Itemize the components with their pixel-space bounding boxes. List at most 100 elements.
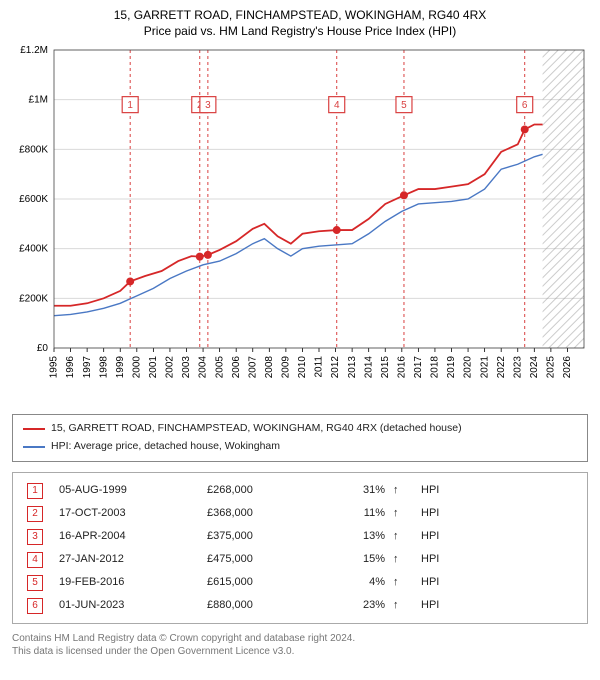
svg-text:2019: 2019: [446, 356, 457, 379]
row-pct: 4%: [321, 571, 389, 594]
row-hpi-label: HPI: [417, 571, 577, 594]
svg-text:2008: 2008: [264, 356, 275, 379]
svg-text:2012: 2012: [330, 356, 341, 379]
svg-text:2025: 2025: [546, 356, 557, 379]
legend: 15, GARRETT ROAD, FINCHAMPSTEAD, WOKINGH…: [12, 414, 588, 462]
svg-text:2016: 2016: [396, 356, 407, 379]
row-pct: 23%: [321, 594, 389, 617]
svg-text:£1M: £1M: [29, 95, 48, 106]
footer-line2: This data is licensed under the Open Gov…: [12, 645, 588, 659]
row-hpi-label: HPI: [417, 525, 577, 548]
footer: Contains HM Land Registry data © Crown c…: [12, 632, 588, 659]
row-hpi-label: HPI: [417, 548, 577, 571]
legend-item: 15, GARRETT ROAD, FINCHAMPSTEAD, WOKINGH…: [23, 421, 577, 437]
row-index-badge: 1: [27, 483, 43, 499]
row-price: £368,000: [203, 502, 321, 525]
svg-text:2017: 2017: [413, 356, 424, 379]
table-row: 5 19-FEB-2016£615,0004%↑HPI: [23, 571, 577, 594]
svg-text:£400K: £400K: [19, 244, 48, 255]
legend-label: 15, GARRETT ROAD, FINCHAMPSTEAD, WOKINGH…: [51, 421, 462, 437]
title-sub: Price paid vs. HM Land Registry's House …: [12, 24, 588, 38]
svg-text:1999: 1999: [115, 356, 126, 379]
transactions-box: 105-AUG-1999£268,00031%↑HPI217-OCT-2003£…: [12, 472, 588, 624]
row-pct: 11%: [321, 502, 389, 525]
arrow-up-icon: ↑: [389, 479, 417, 502]
svg-text:2021: 2021: [479, 356, 490, 379]
row-index-badge: 5: [27, 575, 43, 591]
svg-text:1998: 1998: [98, 356, 109, 379]
row-index-badge: 3: [27, 529, 43, 545]
svg-text:2004: 2004: [198, 356, 209, 379]
row-date: 17-OCT-2003: [55, 502, 203, 525]
svg-text:2014: 2014: [363, 356, 374, 379]
row-price: £615,000: [203, 571, 321, 594]
row-pct: 31%: [321, 479, 389, 502]
svg-text:2018: 2018: [430, 356, 441, 379]
row-price: £475,000: [203, 548, 321, 571]
svg-text:2026: 2026: [562, 356, 573, 379]
table-row: 2 17-OCT-2003£368,00011%↑HPI: [23, 502, 577, 525]
row-index-badge: 6: [27, 598, 43, 614]
svg-text:5: 5: [401, 100, 407, 111]
legend-swatch: [23, 428, 45, 430]
svg-text:£1.2M: £1.2M: [20, 45, 48, 56]
svg-text:2013: 2013: [347, 356, 358, 379]
arrow-up-icon: ↑: [389, 502, 417, 525]
legend-item: HPI: Average price, detached house, Woki…: [23, 439, 577, 455]
svg-text:2003: 2003: [181, 356, 192, 379]
chart: £0 £200K £400K £600K £800K £1M £1.2M 1995 1996 19…: [12, 44, 588, 404]
svg-text:2005: 2005: [214, 356, 225, 379]
svg-text:£0: £0: [37, 343, 49, 354]
row-index-badge: 2: [27, 506, 43, 522]
svg-text:6: 6: [522, 100, 528, 111]
row-hpi-label: HPI: [417, 594, 577, 617]
svg-text:3: 3: [205, 100, 211, 111]
svg-text:1: 1: [127, 100, 133, 111]
row-date: 27-JAN-2012: [55, 548, 203, 571]
svg-text:£600K: £600K: [19, 194, 48, 205]
svg-text:2002: 2002: [165, 356, 176, 379]
svg-text:2006: 2006: [231, 356, 242, 379]
arrow-up-icon: ↑: [389, 571, 417, 594]
svg-text:1997: 1997: [82, 356, 93, 379]
title-main: 15, GARRETT ROAD, FINCHAMPSTEAD, WOKINGH…: [12, 8, 588, 22]
row-index-badge: 4: [27, 552, 43, 568]
arrow-up-icon: ↑: [389, 548, 417, 571]
svg-text:2001: 2001: [148, 356, 159, 379]
svg-text:2007: 2007: [247, 356, 258, 379]
svg-text:2022: 2022: [496, 356, 507, 379]
table-row: 601-JUN-2023£880,00023%↑HPI: [23, 594, 577, 617]
svg-text:4: 4: [334, 100, 340, 111]
svg-text:2023: 2023: [512, 356, 523, 379]
row-hpi-label: HPI: [417, 479, 577, 502]
legend-swatch: [23, 446, 45, 448]
row-date: 01-JUN-2023: [55, 594, 203, 617]
arrow-up-icon: ↑: [389, 525, 417, 548]
row-pct: 13%: [321, 525, 389, 548]
svg-text:2015: 2015: [380, 356, 391, 379]
row-date: 16-APR-2004: [55, 525, 203, 548]
footer-line1: Contains HM Land Registry data © Crown c…: [12, 632, 588, 646]
svg-text:1995: 1995: [49, 356, 60, 379]
svg-text:£200K: £200K: [19, 293, 48, 304]
row-date: 19-FEB-2016: [55, 571, 203, 594]
svg-text:2009: 2009: [281, 356, 292, 379]
arrow-up-icon: ↑: [389, 594, 417, 617]
chart-titles: 15, GARRETT ROAD, FINCHAMPSTEAD, WOKINGH…: [12, 8, 588, 38]
row-price: £375,000: [203, 525, 321, 548]
svg-text:1996: 1996: [65, 356, 76, 379]
row-pct: 15%: [321, 548, 389, 571]
table-row: 3 16-APR-2004£375,00013%↑HPI: [23, 525, 577, 548]
svg-text:£800K: £800K: [19, 144, 48, 155]
table-row: 4 27-JAN-2012£475,00015%↑HPI: [23, 548, 577, 571]
page-root: 15, GARRETT ROAD, FINCHAMPSTEAD, WOKINGH…: [0, 0, 600, 680]
row-hpi-label: HPI: [417, 502, 577, 525]
transactions-table: 105-AUG-1999£268,00031%↑HPI217-OCT-2003£…: [23, 479, 577, 617]
svg-text:2010: 2010: [297, 356, 308, 379]
svg-text:2011: 2011: [314, 356, 325, 378]
svg-text:2024: 2024: [529, 356, 540, 379]
chart-svg: £0 £200K £400K £600K £800K £1M £1.2M 1995 1996 19…: [12, 44, 588, 404]
svg-text:2000: 2000: [131, 356, 142, 379]
legend-label: HPI: Average price, detached house, Woki…: [51, 439, 280, 455]
row-price: £268,000: [203, 479, 321, 502]
